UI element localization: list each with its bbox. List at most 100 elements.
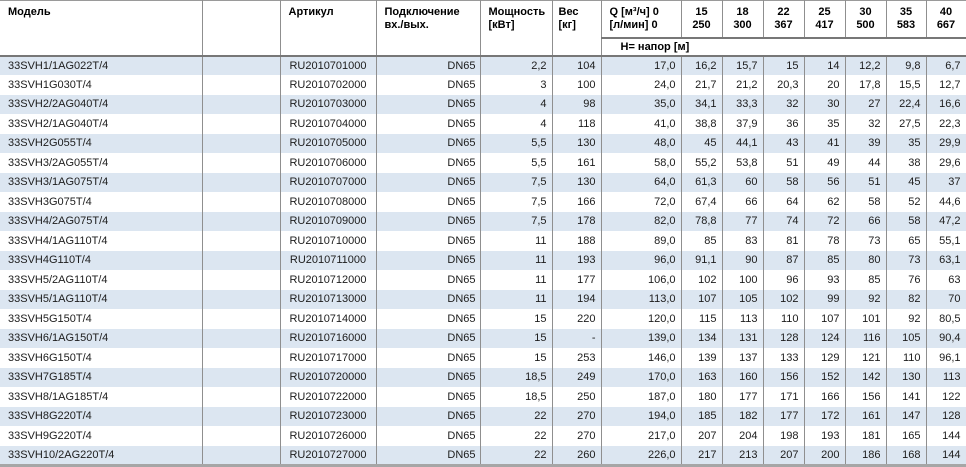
flow-lmin-value: 583 (896, 19, 916, 31)
head-cell: 81 (763, 231, 805, 251)
head-cell: 51 (845, 172, 887, 192)
power-cell: 4 (480, 114, 553, 134)
weight-cell: 193 (552, 250, 602, 270)
head-cell: 96,1 (926, 348, 966, 368)
blank-cell (202, 387, 281, 407)
flow-lmin-value: 300 (733, 19, 752, 31)
model-cell: 33SVH1/1AG022T/4 (0, 55, 203, 75)
head-cell: 113 (926, 367, 966, 387)
table-row: 33SVH5G150T/4 RU2010714000 DN65 15 220 1… (0, 309, 966, 329)
article-cell: RU2010727000 (280, 445, 377, 465)
q0-cell: 226,0 (601, 445, 682, 465)
weight-cell: - (552, 328, 602, 348)
column-header-connection: Подключение вх./вых. (376, 0, 481, 57)
head-cell: 66 (722, 192, 764, 212)
head-cell: 198 (763, 426, 805, 446)
weight-cell: 250 (552, 387, 602, 407)
head-cell: 17,8 (845, 75, 887, 95)
connection-cell: DN65 (376, 445, 481, 465)
head-cell: 128 (763, 328, 805, 348)
head-cell: 110 (763, 309, 805, 329)
head-cell: 6,7 (926, 55, 966, 75)
head-cell: 207 (681, 426, 723, 446)
head-cell: 32 (845, 114, 887, 134)
head-cell: 61,3 (681, 172, 723, 192)
column-header-power: Мощность [кВт] (480, 0, 553, 57)
weight-cell: 253 (552, 348, 602, 368)
weight-cell: 188 (552, 231, 602, 251)
column-header-flow: 22 367 (763, 0, 805, 39)
head-cell: 78,8 (681, 211, 723, 231)
head-cell: 55,2 (681, 153, 723, 173)
head-cell: 15 (763, 55, 805, 75)
power-cell: 15 (480, 309, 553, 329)
power-cell: 15 (480, 348, 553, 368)
article-cell: RU2010726000 (280, 426, 377, 446)
column-header-flow: 25 417 (804, 0, 846, 39)
head-cell: 177 (763, 406, 805, 426)
head-cell: 73 (845, 231, 887, 251)
head-cell: 15,7 (722, 55, 764, 75)
head-cell: 182 (722, 406, 764, 426)
power-cell: 18,5 (480, 387, 553, 407)
q0-cell: 17,0 (601, 55, 682, 75)
head-cell: 163 (681, 367, 723, 387)
head-cell: 85 (804, 250, 846, 270)
head-cell: 177 (722, 387, 764, 407)
header-row-head: Н= напор [м] (0, 36, 966, 57)
head-cell: 96 (763, 270, 805, 290)
head-cell: 207 (763, 445, 805, 465)
connection-cell: DN65 (376, 406, 481, 426)
head-cell: 128 (926, 406, 966, 426)
head-cell: 76 (886, 270, 927, 290)
blank-cell (202, 445, 281, 465)
head-cell: 85 (845, 270, 887, 290)
head-cell: 217 (681, 445, 723, 465)
head-cell: 161 (845, 406, 887, 426)
column-header-model: Модель (0, 0, 203, 57)
blank-cell (202, 192, 281, 212)
head-cell: 80 (845, 250, 887, 270)
head-cell: 20,3 (763, 75, 805, 95)
head-cell: 107 (804, 309, 846, 329)
flow-m3h-value: 35 (899, 6, 913, 18)
head-cell: 77 (722, 211, 764, 231)
model-cell: 33SVH3/2AG055T/4 (0, 153, 203, 173)
weight-cell: 100 (552, 75, 602, 95)
article-cell: RU2010716000 (280, 328, 377, 348)
q0-cell: 106,0 (601, 270, 682, 290)
q-label-line2: [л/мин] 0 (609, 19, 658, 31)
article-cell: RU2010722000 (280, 387, 377, 407)
q0-cell: 41,0 (601, 114, 682, 134)
head-cell: 53,8 (722, 153, 764, 173)
head-cell: 134 (681, 328, 723, 348)
connection-label-line1: Подключение (384, 6, 460, 18)
flow-lmin-value: 417 (815, 19, 834, 31)
power-cell: 22 (480, 406, 553, 426)
head-cell: 12,7 (926, 75, 966, 95)
head-cell: 110 (886, 348, 927, 368)
q0-cell: 89,0 (601, 231, 682, 251)
table-row: 33SVH3/2AG055T/4 RU2010706000 DN65 5,5 1… (0, 153, 966, 173)
head-cell: 44 (845, 153, 887, 173)
flow-lmin-value: 500 (856, 19, 875, 31)
table-row: 33SVH10/2AG220T/4 RU2010727000 DN65 22 2… (0, 445, 966, 465)
power-cell: 2,2 (480, 55, 553, 75)
model-cell: 33SVH5G150T/4 (0, 309, 203, 329)
power-cell: 15 (480, 328, 553, 348)
q0-cell: 170,0 (601, 367, 682, 387)
q0-cell: 24,0 (601, 75, 682, 95)
head-cell: 70 (926, 289, 966, 309)
blank-cell (202, 114, 281, 134)
head-cell: 21,2 (722, 75, 764, 95)
connection-cell: DN65 (376, 211, 481, 231)
header-row-main: Модель Артикул Подключение вх./вых. Мощн… (0, 0, 966, 57)
head-cell: 213 (722, 445, 764, 465)
head-cell: 133 (763, 348, 805, 368)
head-cell: 121 (845, 348, 887, 368)
power-cell: 7,5 (480, 192, 553, 212)
head-cell: 115 (681, 309, 723, 329)
q0-cell: 64,0 (601, 172, 682, 192)
head-cell: 129 (804, 348, 846, 368)
